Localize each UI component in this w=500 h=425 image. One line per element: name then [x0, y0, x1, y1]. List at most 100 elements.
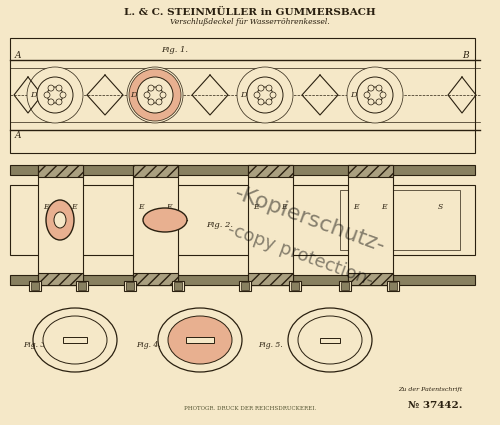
Bar [38, 165, 83, 285]
Bar [248, 165, 293, 177]
Bar [172, 281, 184, 291]
Bar [133, 273, 178, 285]
Ellipse shape [266, 99, 272, 105]
Ellipse shape [156, 85, 162, 91]
Bar [38, 165, 83, 177]
Ellipse shape [158, 308, 242, 372]
Ellipse shape [156, 99, 162, 105]
Text: D: D [130, 91, 136, 99]
Bar [124, 281, 136, 291]
Text: № 37442.: № 37442. [408, 400, 462, 410]
Text: F: F [72, 320, 78, 328]
Text: S: S [438, 203, 442, 211]
Text: b: b [182, 336, 188, 344]
Bar [348, 165, 393, 285]
Bar [291, 282, 299, 290]
Ellipse shape [270, 92, 276, 98]
Text: Fig. 3.: Fig. 3. [22, 341, 48, 349]
Ellipse shape [129, 69, 181, 121]
Text: C: C [152, 83, 158, 91]
Ellipse shape [60, 92, 66, 98]
Ellipse shape [48, 85, 54, 91]
Bar [186, 337, 214, 343]
Text: C: C [262, 83, 268, 91]
Ellipse shape [46, 200, 74, 240]
Text: Zu der Patentschrift: Zu der Patentschrift [398, 388, 462, 393]
Ellipse shape [254, 92, 260, 98]
Text: PHOTOGR. DRUCK DER REICHSDRUCKEREI.: PHOTOGR. DRUCK DER REICHSDRUCKEREI. [184, 405, 316, 411]
Ellipse shape [168, 316, 232, 364]
Text: E: E [281, 203, 287, 211]
Ellipse shape [137, 77, 173, 113]
Ellipse shape [160, 92, 166, 98]
Bar [348, 165, 393, 177]
Ellipse shape [368, 99, 374, 105]
Ellipse shape [258, 85, 264, 91]
Text: D: D [212, 336, 218, 344]
Ellipse shape [143, 208, 187, 232]
Ellipse shape [376, 99, 382, 105]
Text: D: D [350, 91, 356, 99]
Ellipse shape [257, 87, 273, 103]
Text: A: A [15, 51, 21, 60]
Text: B: B [462, 51, 468, 60]
Bar [31, 282, 39, 290]
Text: Fig. 2.: Fig. 2. [206, 221, 234, 229]
Bar [38, 273, 83, 285]
Ellipse shape [44, 92, 50, 98]
Text: D: D [152, 278, 158, 286]
Text: E: E [353, 203, 359, 211]
Ellipse shape [247, 77, 283, 113]
Text: C: C [372, 83, 378, 91]
Bar [387, 281, 399, 291]
Ellipse shape [380, 92, 386, 98]
Bar [241, 282, 249, 290]
Text: Fig. 1.: Fig. 1. [162, 46, 188, 54]
Text: D: D [240, 91, 246, 99]
Text: -Kopierschutz-: -Kopierschutz- [232, 183, 388, 257]
Bar [78, 282, 86, 290]
Bar [10, 165, 475, 175]
Ellipse shape [298, 316, 362, 364]
Bar [348, 273, 393, 285]
Ellipse shape [144, 92, 150, 98]
Ellipse shape [237, 67, 293, 123]
Text: S: S [328, 320, 332, 328]
Text: E: E [253, 203, 259, 211]
Ellipse shape [148, 85, 154, 91]
Bar [29, 281, 41, 291]
Text: Fig. 5.: Fig. 5. [258, 341, 282, 349]
Ellipse shape [33, 308, 117, 372]
Text: D: D [267, 278, 273, 286]
Ellipse shape [47, 87, 63, 103]
Bar [248, 165, 293, 285]
Bar [10, 185, 475, 255]
Text: E: E [43, 203, 49, 211]
Ellipse shape [27, 67, 83, 123]
Text: E: E [71, 203, 77, 211]
Ellipse shape [266, 85, 272, 91]
Bar [239, 281, 251, 291]
Bar [389, 282, 397, 290]
Bar [126, 282, 134, 290]
Ellipse shape [54, 212, 66, 228]
Bar [133, 165, 178, 285]
Bar [63, 337, 87, 343]
Text: G: G [90, 336, 96, 344]
Text: F: F [58, 206, 62, 214]
Ellipse shape [357, 77, 393, 113]
Ellipse shape [364, 92, 370, 98]
Text: E: E [138, 203, 144, 211]
Ellipse shape [43, 316, 107, 364]
Bar [320, 338, 340, 343]
Ellipse shape [148, 99, 154, 105]
Ellipse shape [347, 67, 403, 123]
Bar [174, 282, 182, 290]
Ellipse shape [367, 87, 383, 103]
Bar [248, 273, 293, 285]
Text: E: E [381, 203, 387, 211]
Ellipse shape [37, 77, 73, 113]
Ellipse shape [56, 99, 62, 105]
Bar [340, 190, 460, 250]
Text: D: D [367, 278, 373, 286]
